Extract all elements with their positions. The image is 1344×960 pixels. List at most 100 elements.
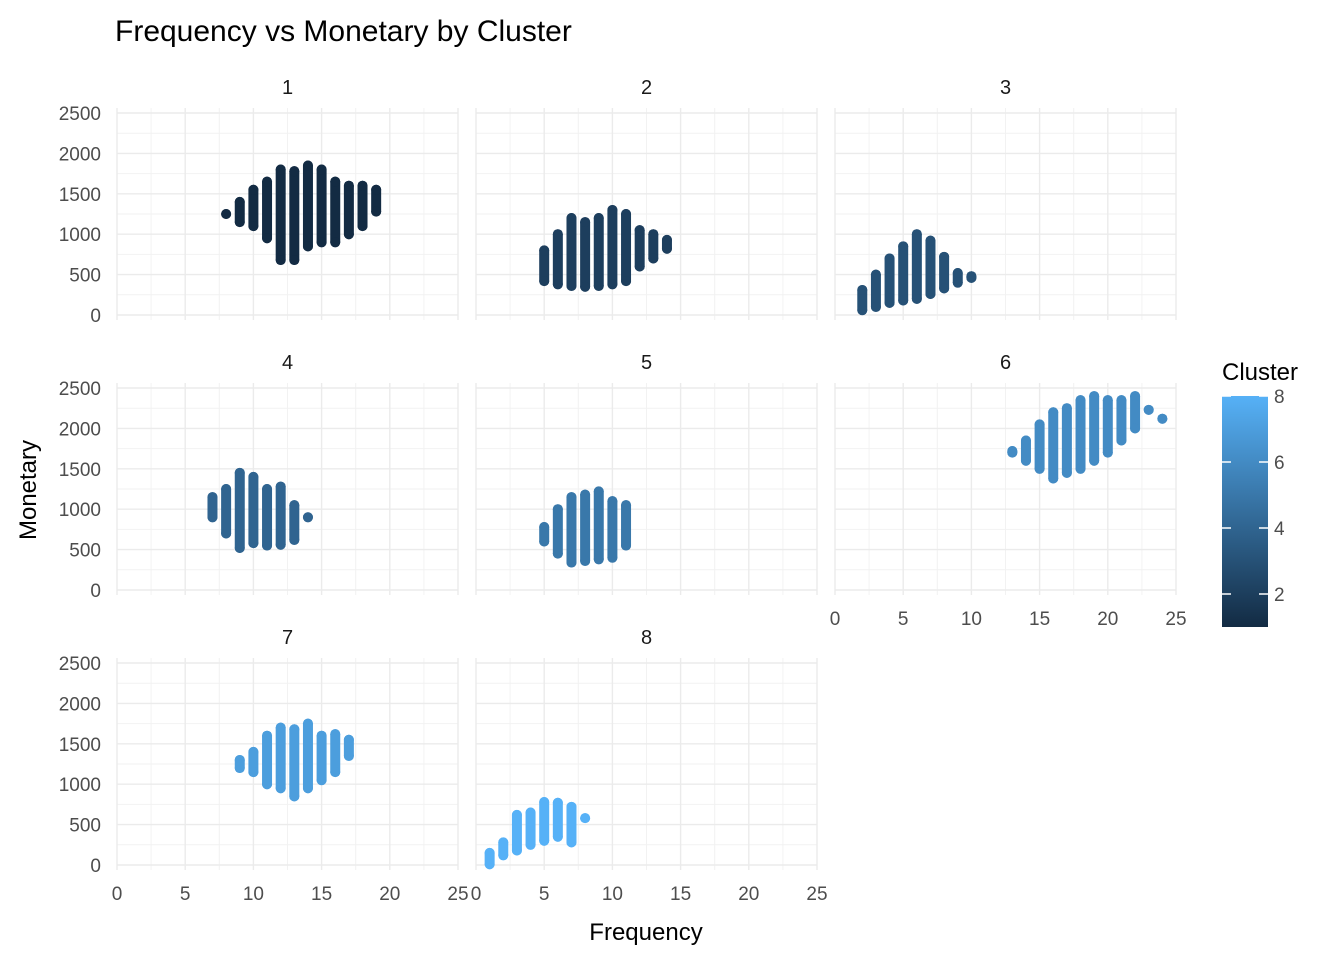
facet-strip-label: 8: [641, 627, 652, 649]
x-tick-label: 20: [1097, 609, 1118, 630]
facet-panel-5: 5: [475, 352, 818, 595]
data-point: [607, 552, 618, 563]
y-tick-label: 1000: [59, 225, 101, 246]
data-point: [234, 467, 245, 478]
data-point: [1061, 403, 1072, 414]
data-point: [302, 241, 313, 252]
data-point: [898, 295, 909, 306]
data-point: [552, 831, 563, 842]
data-point: [648, 253, 659, 264]
data-point: [234, 217, 245, 228]
data-point: [580, 281, 591, 292]
data-point: [539, 521, 550, 532]
x-tick-label: 5: [180, 884, 191, 905]
data-point: [1075, 395, 1086, 406]
data-point: [275, 722, 286, 733]
data-point: [511, 845, 522, 856]
data-point: [661, 243, 672, 254]
y-tick-label: 2500: [59, 379, 101, 400]
data-point: [607, 279, 618, 290]
x-tick-label: 0: [471, 884, 482, 905]
data-point: [648, 229, 659, 240]
x-tick-label: 20: [379, 884, 400, 905]
y-tick-label: 1000: [59, 775, 101, 796]
data-point: [952, 277, 963, 288]
data-point: [221, 528, 232, 539]
data-point: [566, 492, 577, 503]
data-point: [607, 496, 618, 507]
data-point: [525, 807, 536, 818]
facet-panel-2: 2: [475, 77, 818, 320]
data-point: [525, 839, 536, 850]
data-point: [234, 542, 245, 553]
data-point: [884, 253, 895, 264]
data-point: [248, 184, 259, 195]
facet-strip-label: 2: [641, 77, 652, 99]
y-tick-label: 0: [90, 856, 101, 877]
data-point: [357, 221, 368, 232]
data-point: [262, 176, 273, 187]
data-point: [302, 160, 313, 171]
facet-panel-8: 8 0 5 10 15 20 25: [471, 627, 828, 905]
cluster-points: [207, 467, 313, 553]
data-point: [248, 767, 259, 778]
minor-grid: [117, 658, 458, 870]
data-point: [566, 557, 577, 568]
data-point: [1089, 455, 1100, 466]
data-point: [275, 783, 286, 794]
data-point: [911, 293, 922, 304]
data-point: [593, 486, 604, 497]
cluster-points: [234, 718, 354, 802]
legend-tick-label: 2: [1274, 585, 1285, 606]
legend-tick-label: 8: [1274, 387, 1285, 408]
data-point: [661, 234, 672, 245]
data-point: [1075, 463, 1086, 474]
x-tick-label: 5: [898, 609, 909, 630]
data-point: [262, 779, 273, 790]
data-point: [566, 837, 577, 848]
data-point: [539, 276, 550, 287]
data-point: [952, 267, 963, 278]
data-point: [580, 489, 591, 500]
data-point: [884, 297, 895, 308]
data-point: [552, 279, 563, 290]
data-point: [911, 229, 922, 240]
y-tick-label: 500: [69, 266, 101, 287]
data-point: [1020, 435, 1031, 446]
x-axis-title: Frequency: [589, 919, 702, 946]
data-point: [539, 796, 550, 807]
data-point: [498, 837, 509, 848]
facet-strip-label: 5: [641, 352, 652, 374]
data-point: [1116, 395, 1127, 406]
data-point: [330, 767, 341, 778]
data-point: [343, 180, 354, 191]
data-point: [343, 734, 354, 745]
y-tick-label: 2500: [59, 654, 101, 675]
data-point: [925, 288, 936, 299]
data-point: [1034, 419, 1045, 430]
minor-grid: [476, 108, 817, 320]
data-point: [302, 783, 313, 794]
data-point: [593, 213, 604, 224]
cluster-points: [539, 204, 672, 292]
y-tick-label: 1000: [59, 500, 101, 521]
y-tick-label: 0: [90, 306, 101, 327]
x-tick-label: 15: [670, 884, 691, 905]
data-point: [857, 284, 868, 295]
facet-panel-4: 4 0 500 1000 1500 2000 2500: [59, 352, 459, 602]
data-point: [1048, 407, 1059, 418]
major-grid: [475, 383, 818, 595]
data-point: [621, 540, 632, 551]
data-point: [566, 213, 577, 224]
x-tick-label: 5: [539, 884, 550, 905]
data-point: [1089, 391, 1100, 402]
data-point: [302, 718, 313, 729]
data-point: [316, 730, 327, 741]
y-axis-title: Monetary: [15, 440, 42, 540]
y-tick-label: 1500: [59, 185, 101, 206]
major-grid: [475, 108, 818, 320]
data-point: [248, 538, 259, 549]
data-point: [207, 512, 218, 523]
data-point: [552, 548, 563, 559]
